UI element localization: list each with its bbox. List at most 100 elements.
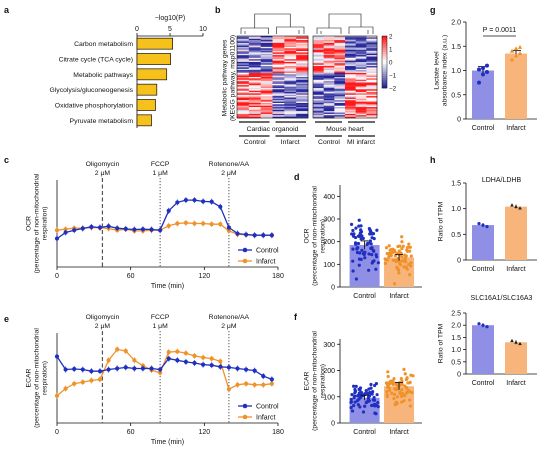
pd-data-point bbox=[370, 261, 374, 265]
g-data-point bbox=[481, 72, 485, 77]
pe-data-point bbox=[209, 356, 214, 361]
pc-data-point bbox=[243, 232, 249, 237]
b-heatmap-cell bbox=[260, 83, 273, 86]
pd-y-axis-label: OCR (percentage of non-mitochondrial respi… bbox=[304, 186, 327, 286]
b-heatmap-cell bbox=[296, 98, 309, 101]
b-colorbar-cell bbox=[382, 70, 387, 73]
b-heatmap-cell bbox=[248, 40, 261, 42]
a-x-tick-label: 5 bbox=[168, 26, 172, 33]
b-heatmap-cell bbox=[248, 52, 261, 55]
b-heatmap-cell bbox=[334, 53, 346, 56]
b-heatmap-cell bbox=[260, 52, 273, 55]
b-heatmap-cell bbox=[260, 46, 273, 49]
b-heatmap-cell bbox=[366, 40, 378, 42]
ph2-x-tick-label: Control bbox=[472, 380, 495, 387]
b-heatmap-cell bbox=[272, 64, 285, 67]
b-heatmap-cell bbox=[334, 40, 346, 42]
b-heatmap-cell bbox=[313, 75, 324, 78]
a-bar bbox=[136, 114, 152, 127]
b-heatmap-cell bbox=[355, 38, 367, 41]
b-heatmap-cell bbox=[334, 92, 346, 94]
g-bar-control bbox=[472, 70, 494, 119]
b-heatmap-cell bbox=[248, 63, 261, 65]
b-heatmap-cell bbox=[334, 112, 346, 115]
b-heatmap-cell bbox=[323, 111, 335, 113]
b-heatmap-cell bbox=[237, 37, 250, 40]
pc-data-point bbox=[201, 199, 206, 204]
pe-data-point bbox=[80, 367, 85, 372]
b-heatmap-cell bbox=[248, 116, 261, 119]
pc-injection-dose: 2 μM bbox=[95, 170, 111, 177]
b-heatmap-cell bbox=[284, 101, 297, 104]
b-heatmap-cell bbox=[272, 104, 285, 106]
b-heatmap-cell bbox=[284, 113, 297, 116]
b-colorbar-cell bbox=[382, 82, 387, 85]
b-heatmap-cell bbox=[296, 72, 309, 75]
pc-injection-label: FCCP bbox=[151, 161, 170, 168]
b-heatmap-cell bbox=[284, 37, 297, 40]
b-colorbar-cell bbox=[382, 60, 387, 63]
b-heatmap-cell bbox=[366, 53, 378, 56]
b-heatmap-cell bbox=[334, 51, 346, 53]
b-heatmap-cell bbox=[272, 72, 285, 75]
b-heatmap-cell bbox=[334, 111, 346, 113]
b-heatmap-cell bbox=[272, 66, 285, 68]
b-heatmap-cell bbox=[296, 53, 309, 56]
b-heatmap-cell bbox=[296, 104, 309, 106]
b-heatmap-cell bbox=[284, 86, 297, 89]
b-heatmap-cell bbox=[260, 59, 273, 61]
pf-data-point bbox=[363, 404, 367, 408]
pf-data-point bbox=[385, 393, 389, 397]
b-heatmap-cell bbox=[260, 86, 273, 89]
b-heatmap-cell bbox=[366, 79, 378, 82]
pf-data-point bbox=[404, 378, 408, 382]
a-category-label: Citrate cycle (TCA cycle) bbox=[59, 57, 133, 64]
b-heatmap-cell bbox=[355, 111, 367, 113]
b-heatmap-cell bbox=[296, 70, 309, 72]
b-heatmap-cell bbox=[366, 46, 378, 49]
b-heatmap-cell bbox=[355, 86, 367, 89]
b-heatmap-cell bbox=[355, 64, 367, 67]
pf-data-point bbox=[402, 367, 406, 371]
b-heatmap-cell bbox=[272, 40, 285, 42]
b-heatmap-cell bbox=[323, 81, 335, 83]
pe-data-point bbox=[149, 366, 154, 371]
pe-data-point bbox=[63, 367, 68, 372]
b-colorbar-cell bbox=[382, 40, 387, 43]
b-heatmap-cell bbox=[272, 79, 285, 82]
b-heatmap-cell bbox=[272, 60, 285, 63]
b-heatmap-cell bbox=[284, 105, 297, 108]
pc-injection-dose: 2 μM bbox=[221, 170, 237, 177]
pd-data-point bbox=[398, 244, 402, 248]
b-heatmap-cell bbox=[355, 56, 367, 59]
pe-injection-dose: 1 μM bbox=[153, 323, 169, 330]
pd-data-point bbox=[362, 252, 366, 257]
b-heatmap-cell bbox=[345, 74, 356, 76]
b-heatmap-cell bbox=[313, 94, 324, 97]
b-heatmap-cell bbox=[323, 86, 335, 89]
pf-y-tick-label: 300 bbox=[323, 342, 335, 349]
pe-data-point bbox=[72, 381, 77, 386]
b-heatmap-cell bbox=[260, 72, 273, 75]
pf-data-point bbox=[408, 398, 412, 402]
b-heatmap-cell bbox=[248, 67, 261, 70]
b-heatmap-cell bbox=[284, 89, 297, 91]
pc-data-point bbox=[89, 224, 94, 229]
b-heatmap-cell bbox=[272, 61, 285, 64]
b-heatmap-cell bbox=[237, 92, 250, 94]
b-heatmap-cell bbox=[355, 72, 367, 75]
b-heatmap-cell bbox=[284, 72, 297, 75]
b-heatmap-cell bbox=[313, 53, 324, 56]
b-colorbar-tick-label: 1 bbox=[389, 47, 393, 54]
b-heatmap-cell bbox=[366, 94, 378, 97]
b-heatmap-cell bbox=[284, 40, 297, 42]
b-heatmap-cell bbox=[355, 97, 367, 100]
b-heatmap-cell bbox=[272, 94, 285, 97]
b-heatmap-cell bbox=[345, 78, 356, 81]
b-heatmap-cell bbox=[334, 90, 346, 93]
pe-data-point bbox=[54, 393, 60, 398]
pd-y-tick-label: 100 bbox=[323, 262, 335, 269]
b-heatmap-cell bbox=[366, 98, 378, 101]
pf-data-point bbox=[386, 374, 390, 379]
b-heatmap-cell bbox=[284, 45, 297, 48]
